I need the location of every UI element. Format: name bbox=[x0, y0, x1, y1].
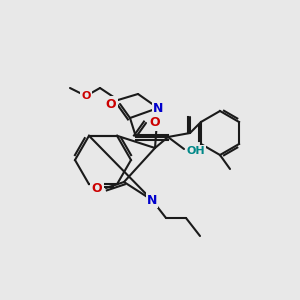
Text: O: O bbox=[150, 116, 160, 130]
Text: N: N bbox=[147, 194, 157, 206]
Text: O: O bbox=[81, 91, 91, 101]
Text: OH: OH bbox=[187, 146, 205, 156]
Text: O: O bbox=[106, 98, 116, 110]
Text: N: N bbox=[153, 101, 163, 115]
Text: O: O bbox=[92, 182, 102, 194]
